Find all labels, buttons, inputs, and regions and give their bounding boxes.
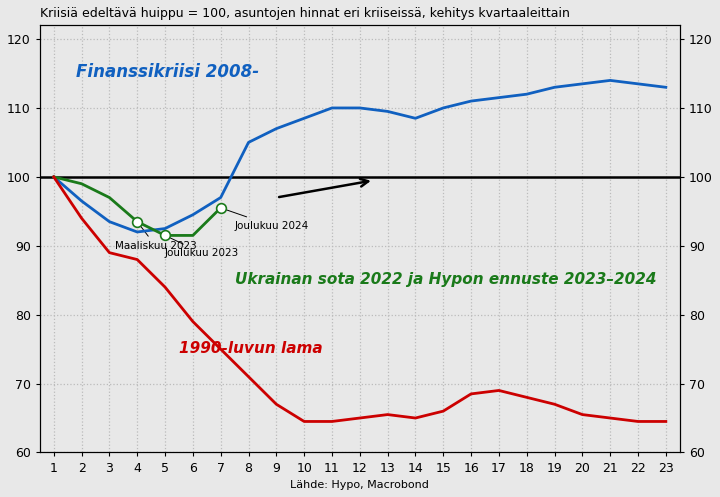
X-axis label: Lähde: Hypo, Macrobond: Lähde: Hypo, Macrobond <box>290 480 429 490</box>
Text: Joulukuu 2024: Joulukuu 2024 <box>223 209 309 231</box>
Text: Kriisiä edeltävä huippu = 100, asuntojen hinnat eri kriiseissä, kehitys kvartaal: Kriisiä edeltävä huippu = 100, asuntojen… <box>40 7 570 20</box>
Text: 1990-luvun lama: 1990-luvun lama <box>179 340 323 355</box>
Text: Joulukuu 2023: Joulukuu 2023 <box>165 237 239 258</box>
Text: Maaliskuu 2023: Maaliskuu 2023 <box>115 224 197 251</box>
Text: Finanssikriisi 2008-: Finanssikriisi 2008- <box>76 63 259 81</box>
Text: Ukrainan sota 2022 ja Hypon ennuste 2023–2024: Ukrainan sota 2022 ja Hypon ennuste 2023… <box>235 272 656 287</box>
